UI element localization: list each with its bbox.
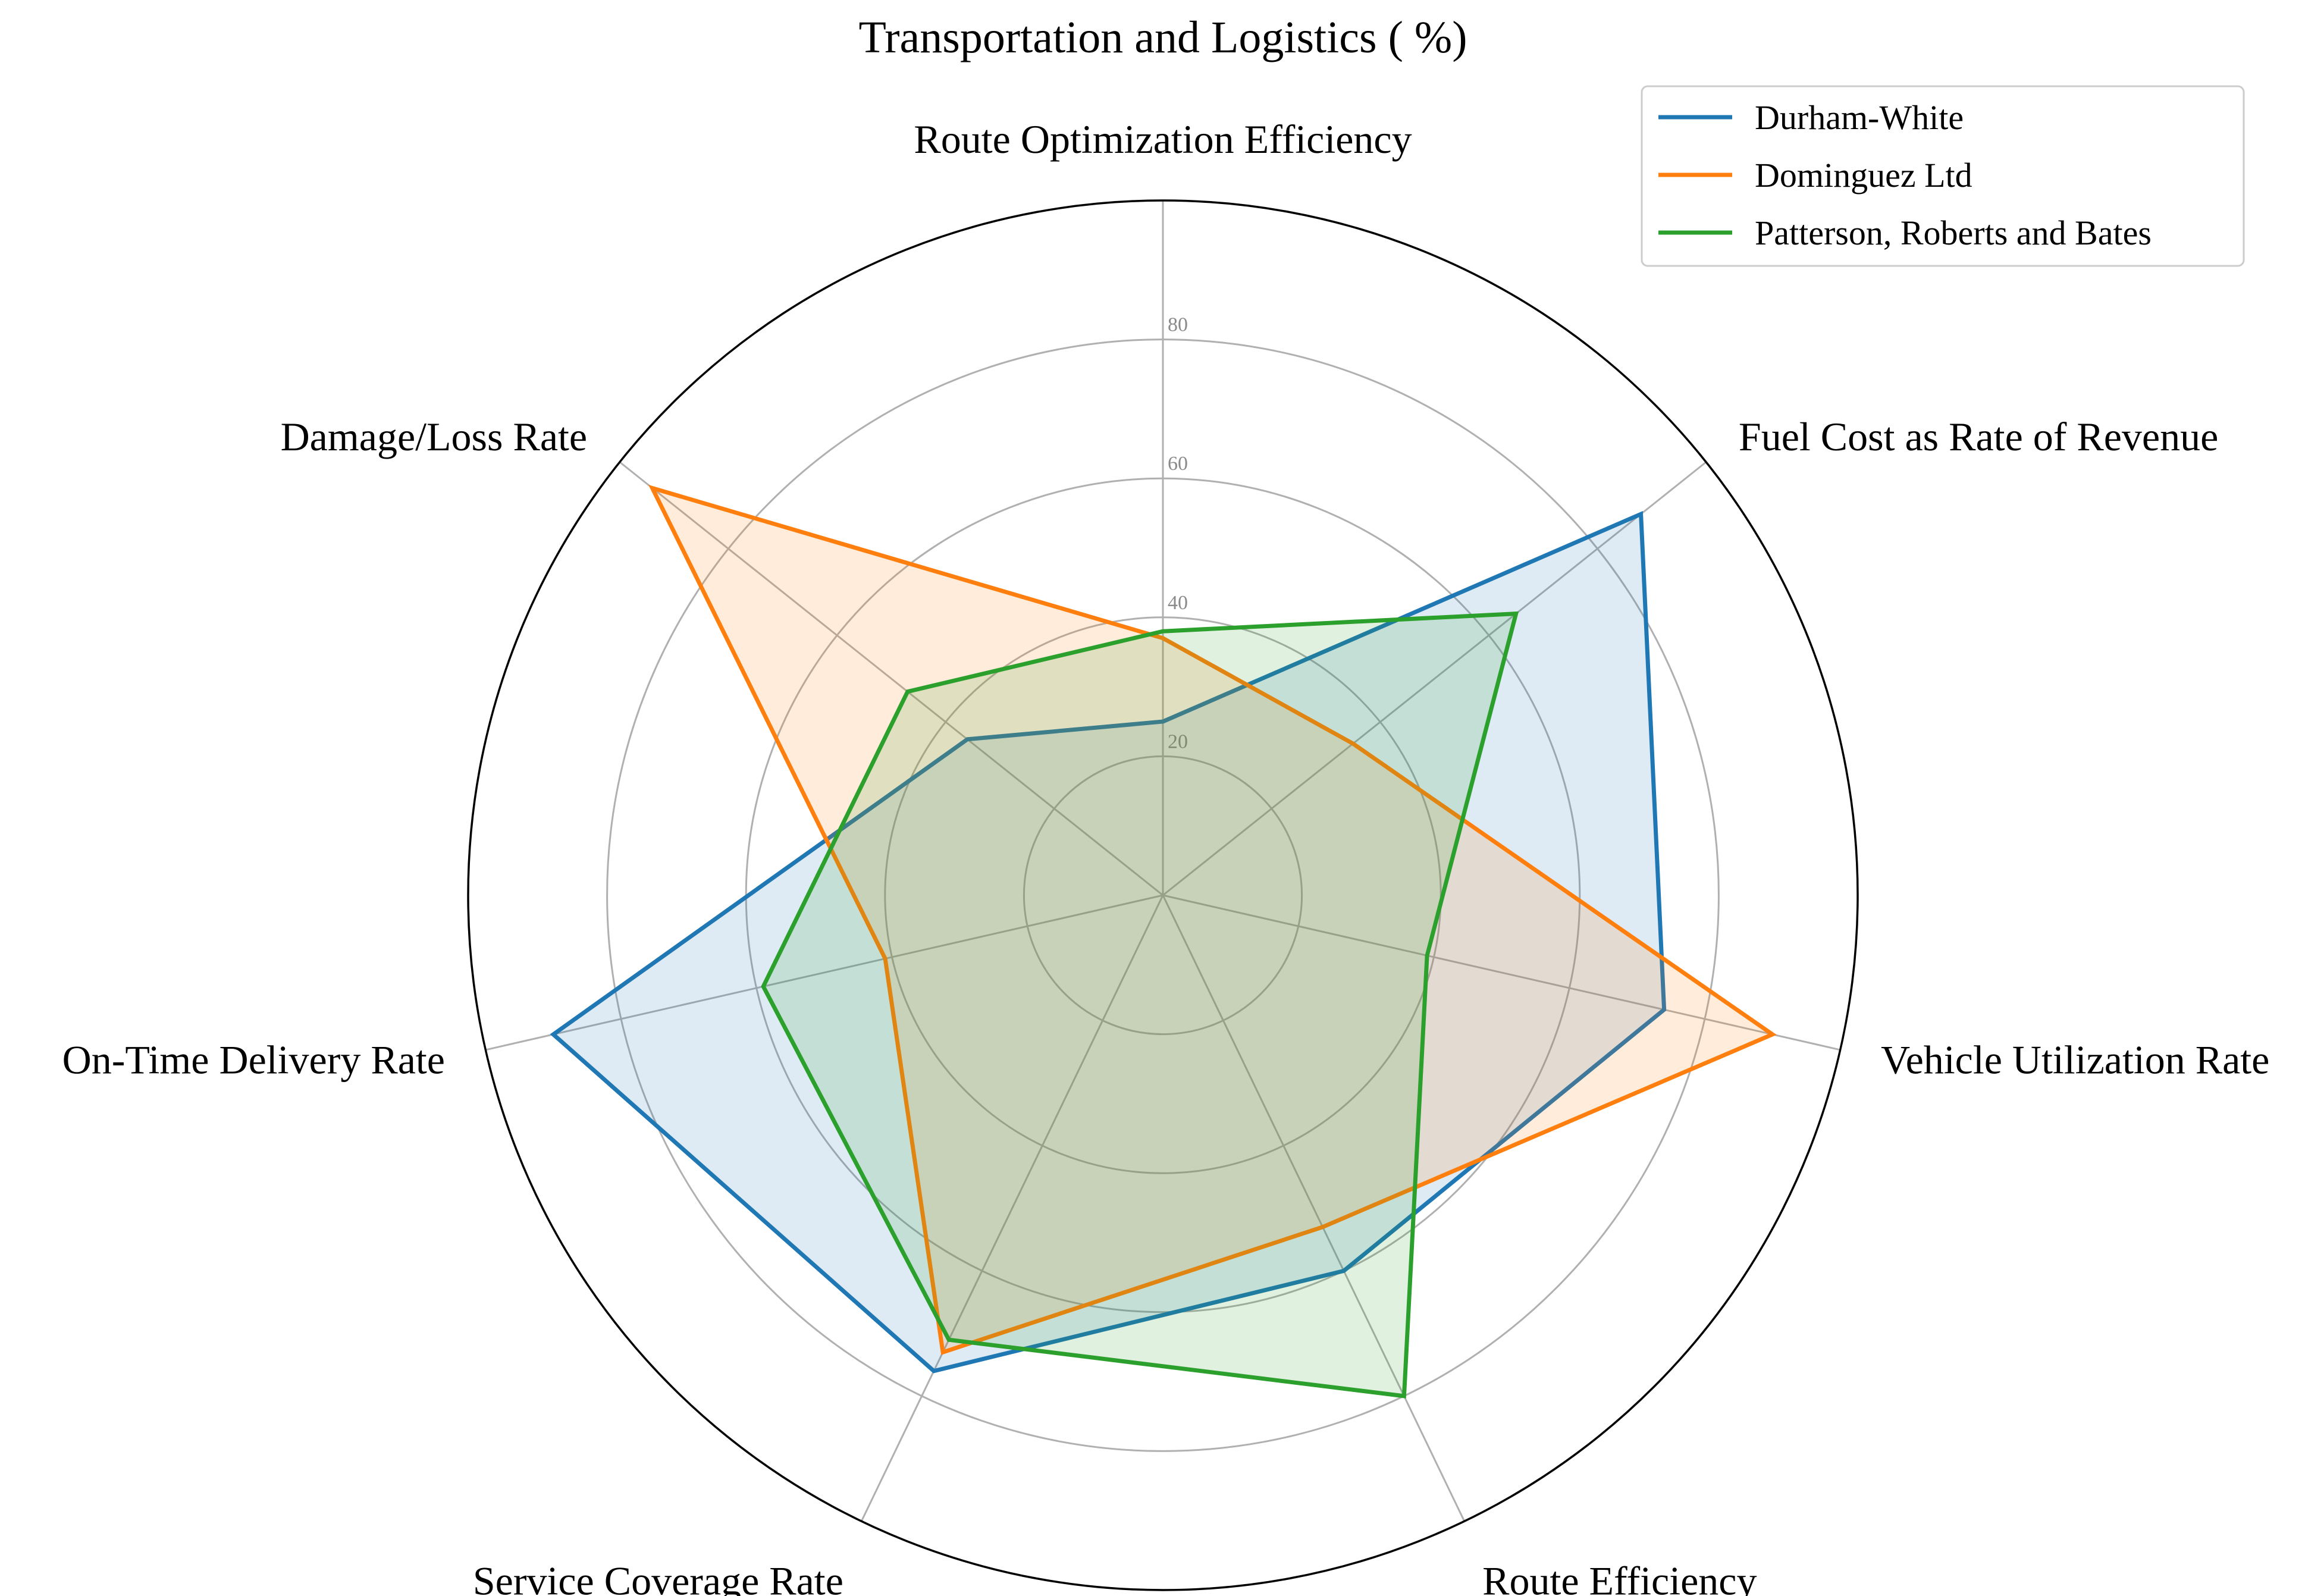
radial-tick-label: 80 bbox=[1168, 314, 1188, 336]
outer-ring bbox=[467, 199, 1859, 1591]
axis-spoke bbox=[485, 894, 1164, 1051]
radial-tick-label: 20 bbox=[1168, 730, 1188, 752]
legend-entry-label: Durham-White bbox=[1755, 98, 1964, 137]
legend-entry-label: Patterson, Roberts and Bates bbox=[1755, 214, 2152, 252]
series-group bbox=[648, 484, 1777, 1355]
series-group bbox=[550, 510, 1667, 1374]
axis-spoke bbox=[1162, 461, 1707, 896]
legend-entry-label: Dominguez Ltd bbox=[1755, 156, 1972, 195]
series-area bbox=[553, 514, 1664, 1371]
legend: Durham-White Dominguez Ltd Patterson, Robe… bbox=[1641, 85, 2245, 267]
series-line bbox=[550, 510, 1667, 1374]
axis-label: Vehicle Utilization Rate bbox=[1881, 1037, 2269, 1083]
axis-spoke bbox=[1162, 894, 1841, 1051]
axis-label-layer: Route Optimization Efficiency Fuel Cost a… bbox=[62, 117, 2270, 1596]
chart-title: Transportation and Logistics ( %) bbox=[858, 12, 1467, 62]
series-area bbox=[763, 613, 1516, 1396]
axis-spoke bbox=[860, 895, 1164, 1522]
axis-label: Damage/Loss Rate bbox=[281, 414, 588, 459]
axis-spoke bbox=[1162, 895, 1466, 1522]
axis-spoke bbox=[619, 461, 1164, 896]
series-line bbox=[761, 611, 1519, 1399]
series-group bbox=[761, 611, 1519, 1399]
grid-layer: 20 40 60 80 bbox=[467, 199, 1859, 1591]
legend-frame bbox=[1641, 85, 2245, 267]
axis-label: On-Time Delivery Rate bbox=[62, 1037, 445, 1083]
series-area bbox=[652, 488, 1773, 1353]
radial-tick-label: 60 bbox=[1168, 453, 1188, 475]
series-line bbox=[648, 484, 1777, 1355]
series-layer bbox=[550, 484, 1777, 1399]
radial-tick-label: 40 bbox=[1168, 592, 1188, 614]
axis-label: Service Coverage Rate bbox=[473, 1558, 843, 1596]
axis-label: Route Efficiency bbox=[1482, 1558, 1757, 1596]
axis-label: Route Optimization Efficiency bbox=[914, 117, 1412, 162]
axis-label: Fuel Cost as Rate of Revenue bbox=[1739, 414, 2218, 459]
